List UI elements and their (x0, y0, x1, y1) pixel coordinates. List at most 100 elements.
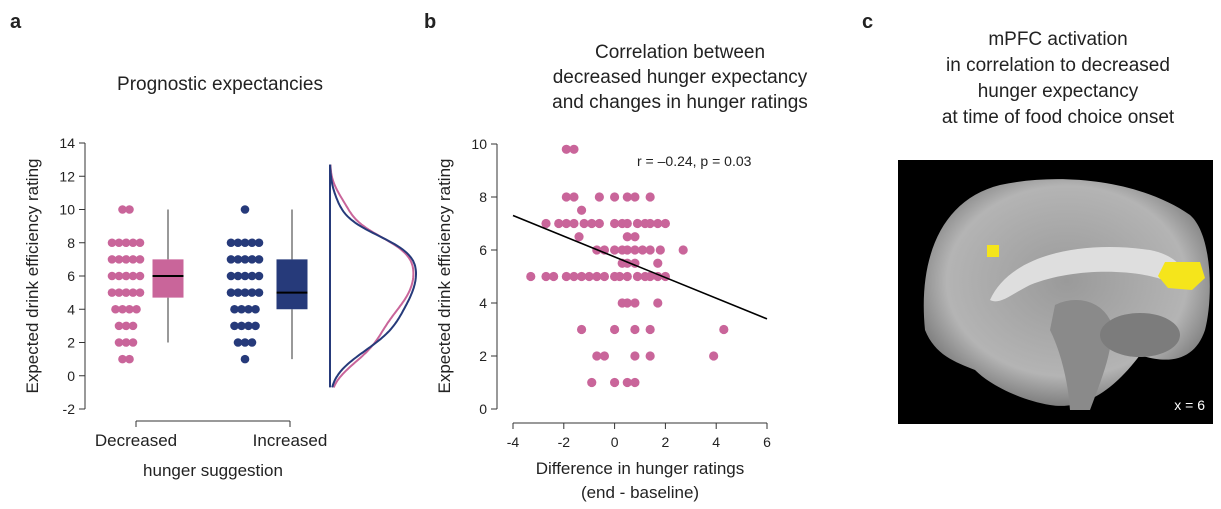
data-point (129, 338, 138, 347)
data-point (630, 298, 639, 307)
y-tick-label: 2 (67, 335, 75, 351)
x-axis-label: (end - baseline) (581, 483, 699, 502)
data-point (255, 238, 264, 247)
page: a Prognostic expectancies -2 0 2 4 6 8 10 12 14 Exp… (0, 0, 1221, 509)
data-point (653, 298, 662, 307)
cerebellum (1100, 313, 1180, 357)
box (277, 259, 308, 309)
data-point (241, 205, 250, 214)
box (153, 259, 184, 297)
data-point (646, 325, 655, 334)
data-point (255, 255, 264, 264)
data-point (569, 145, 578, 154)
chart-title: decreased hunger expectancy (553, 67, 808, 88)
annotation: x = 6 (1174, 397, 1205, 413)
regression-line (513, 216, 767, 319)
y-tick-label: 8 (479, 189, 487, 205)
data-point (661, 219, 670, 228)
data-point (251, 305, 260, 314)
data-point (248, 338, 257, 347)
data-point (595, 192, 604, 201)
y-tick-label: 2 (479, 348, 487, 364)
data-point (653, 259, 662, 268)
data-point (255, 288, 264, 297)
data-point (623, 272, 632, 281)
data-point (610, 192, 619, 201)
data-point (610, 378, 619, 387)
panel-label: c (862, 11, 873, 33)
data-point (646, 192, 655, 201)
density-curve (330, 165, 413, 388)
chart-title: Prognostic expectancies (117, 74, 323, 95)
x-tick-label: 0 (611, 434, 619, 450)
data-point (630, 351, 639, 360)
data-point (569, 192, 578, 201)
data-point (630, 192, 639, 201)
data-point (251, 322, 260, 331)
data-point (630, 378, 639, 387)
data-point (125, 205, 134, 214)
data-point (679, 245, 688, 254)
data-point (255, 272, 264, 281)
x-axis-label: Difference in hunger ratings (536, 459, 745, 478)
data-point (623, 219, 632, 228)
chart-title: hunger expectancy (978, 81, 1139, 102)
data-point (569, 219, 578, 228)
x-tick-label: 2 (662, 434, 670, 450)
y-tick-label: 14 (59, 135, 75, 151)
data-point (646, 351, 655, 360)
data-point (136, 272, 145, 281)
annotation: r = –0.24, p = 0.03 (637, 153, 752, 169)
y-tick-label: 0 (479, 401, 487, 417)
panel-label: b (424, 11, 436, 33)
data-point (577, 325, 586, 334)
data-point (132, 305, 141, 314)
x-tick-label: -2 (558, 434, 571, 450)
data-point (549, 272, 558, 281)
panel-label: a (10, 11, 22, 33)
y-tick-label: 10 (59, 202, 75, 218)
y-tick-label: 6 (67, 268, 75, 284)
activation-blob (987, 245, 999, 257)
density-curve (330, 165, 416, 388)
data-point (630, 325, 639, 334)
data-point (709, 351, 718, 360)
figure: a Prognostic expectancies -2 0 2 4 6 8 10 12 14 Exp… (0, 0, 1221, 504)
data-point (574, 232, 583, 241)
y-axis-label: Expected drink efficiency rating (23, 159, 42, 394)
data-point (136, 238, 145, 247)
chart-title: Correlation between (595, 42, 765, 63)
x-tick-label: 4 (712, 434, 720, 450)
y-tick-label: 4 (479, 295, 487, 311)
data-point (136, 288, 145, 297)
data-point (241, 355, 250, 364)
x-tick-label: Decreased (95, 431, 177, 450)
y-tick-label: 8 (67, 235, 75, 251)
data-point (541, 219, 550, 228)
data-point (526, 272, 535, 281)
data-point (595, 219, 604, 228)
data-point (587, 378, 596, 387)
chart-title: mPFC activation (988, 29, 1127, 50)
data-point (719, 325, 728, 334)
y-tick-label: 6 (479, 242, 487, 258)
y-tick-label: 4 (67, 301, 75, 317)
data-point (646, 245, 655, 254)
y-axis-label: Expected drink efficiency rating (435, 159, 454, 394)
y-tick-label: 0 (67, 368, 75, 384)
x-tick-label: -4 (507, 434, 520, 450)
brain-image: x = 6 (898, 160, 1213, 424)
data-point (610, 325, 619, 334)
x-tick-label: 6 (763, 434, 771, 450)
data-point (630, 232, 639, 241)
x-axis-label: hunger suggestion (143, 461, 283, 480)
data-point (600, 351, 609, 360)
data-point (656, 245, 665, 254)
y-tick-label: 12 (59, 168, 75, 184)
data-point (125, 355, 134, 364)
x-tick-label: Increased (253, 431, 328, 450)
chart-title: at time of food choice onset (942, 107, 1175, 128)
chart-title: and changes in hunger ratings (552, 92, 808, 113)
data-point (577, 206, 586, 215)
y-tick-label: 10 (471, 136, 487, 152)
